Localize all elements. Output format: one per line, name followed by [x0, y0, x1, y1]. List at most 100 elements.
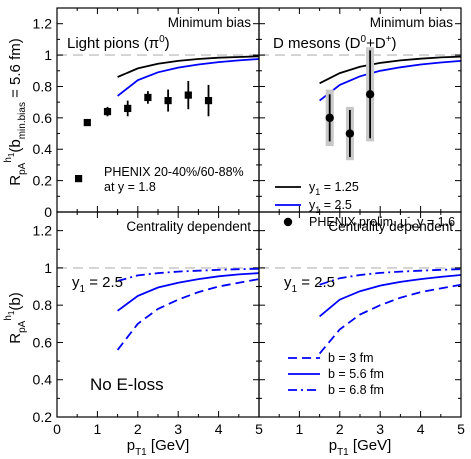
phenix-legend-line2-part: at y = 1.8 [104, 180, 156, 194]
y-axis-label-top: RpAh1(bmin.bias = 5.6 fm) [3, 38, 28, 185]
y-tick-label-part: 0.4 [33, 141, 53, 157]
series-group [318, 268, 461, 355]
legend-label: b = 3 fm [328, 351, 374, 365]
rapidity-label-part: y [284, 274, 292, 291]
y-tick-label-part: 1 [44, 47, 52, 63]
y-axis-label-bottom-part: pA [17, 320, 28, 333]
panel-title: Centrality dependent [126, 219, 251, 234]
phenix-legend-line2: at y = 1.8 [104, 180, 156, 194]
legend-label-part: y [309, 180, 316, 194]
series-line [116, 278, 259, 351]
y-tick-label-part: 0.4 [33, 372, 53, 388]
series-line [117, 58, 259, 97]
y-tick-label: 1 [44, 47, 52, 63]
legend-label-part: 1 [315, 187, 320, 197]
data-point [83, 118, 91, 127]
y-axis-label-top-part: pA [17, 162, 28, 175]
series-group [83, 55, 259, 127]
panel-title: Minimum bias [168, 15, 252, 30]
panel-title: Centrality dependent [328, 219, 453, 234]
legend-label: b = 6.8 fm [328, 383, 384, 397]
rapidity-label-part: = 2.5 [297, 274, 335, 291]
x-axis-label-part: p [127, 437, 135, 454]
legend-label-part: , y = 1.6 [410, 215, 455, 229]
x-tick-label: 1 [94, 421, 102, 437]
data-point [164, 96, 172, 105]
y-axis-label-bottom-part: R [7, 333, 24, 344]
y-axis-label-top-part: = 5.6 fm) [7, 38, 24, 102]
legend-marker-dot [283, 217, 293, 227]
x-tick-label: 4 [215, 421, 223, 437]
x-tick-label-part: 0 [53, 421, 61, 437]
y-axis-label-top-part: 1 [7, 152, 16, 157]
legend-label-part: b = 6.8 fm [328, 383, 384, 397]
legend-label: PHENIX prelim. μ-, y = 1.6 [309, 212, 455, 229]
legend-label-part: 1 [315, 205, 320, 215]
rapidity-label-part: 1 [292, 284, 298, 295]
y-tick-label: 0 [44, 204, 52, 220]
d-mesons-label-part: + [386, 34, 392, 45]
series-line [319, 274, 461, 318]
light-pions-label: Light pions (π0) [67, 34, 170, 52]
x-tick-label-part: 5 [255, 421, 263, 437]
y-tick-label: 0.2 [33, 173, 53, 189]
panel-bottom-right: 1 2 3 4 5 Centrality dependent [258, 211, 465, 437]
y-tick-label: 0.6 [33, 334, 53, 350]
light-pions-label-part: (π [144, 35, 159, 52]
data-point [144, 93, 152, 102]
panel-bottom-left: 0.2 0.4 0.6 0.8 1 1.2 0 1 2 3 4 5 Centrality depende… [33, 211, 263, 437]
y-axis-label-top-part: h [3, 157, 14, 163]
d-mesons-label-part: +D [366, 35, 386, 52]
x-tick-label-part: 4 [215, 421, 223, 437]
series-line [319, 60, 461, 102]
data-point [124, 104, 132, 113]
legend-label: y1 = 2.5 [309, 198, 352, 215]
y-axis-label-top-part: min.bias [17, 102, 28, 139]
data-point [184, 91, 192, 99]
y-tick-label-part: 0 [44, 204, 52, 220]
d-mesons-label-part: D mesons (D [273, 35, 361, 52]
y-tick-label-part: 0.2 [33, 173, 53, 189]
light-pions-label-part: 0 [159, 34, 165, 45]
x-axis-label: pT1 [GeV] [329, 437, 392, 458]
y-tick-label-part: 1.2 [33, 16, 53, 32]
annotations: Light pions (π0)PHENIX 20-40%/60-88%at y… [3, 34, 455, 458]
y-tick-label: 0.8 [33, 297, 53, 313]
series-line [319, 55, 461, 85]
plot-frame [258, 211, 462, 418]
legend-label: b = 5.6 fm [328, 367, 384, 381]
legend-label-part: b = 3 fm [328, 351, 374, 365]
light-pions-label-part: ) [165, 35, 170, 52]
x-tick-label-part: 3 [376, 421, 384, 437]
x-axis-label-part: [GeV] [147, 437, 190, 454]
panel-title: Minimum bias [370, 15, 454, 30]
y-tick-label: 1 [44, 260, 52, 276]
panel-title-part: Centrality dependent [328, 219, 453, 234]
series-line [319, 268, 461, 286]
no-eloss-label-part: No E-loss [90, 375, 164, 394]
panel-title-part: Centrality dependent [126, 219, 251, 234]
rapidity-label-part: y [72, 274, 80, 291]
x-tick-label: 3 [174, 421, 182, 437]
x-tick-label: 1 [296, 421, 304, 437]
legend-label: y1 = 1.25 [309, 180, 359, 197]
data-point [345, 129, 355, 138]
y-tick-label: 0.4 [33, 141, 53, 157]
y-axis-label-bottom: RpAh1(b) [3, 292, 28, 343]
x-tick-label-part: 3 [174, 421, 182, 437]
x-axis-label: pT1 [GeV] [127, 437, 190, 458]
x-tick-label-part: 1 [94, 421, 102, 437]
x-tick-label-part: 1 [296, 421, 304, 437]
legend-label-part: = 2.5 [320, 198, 352, 212]
x-tick-label-part: 5 [457, 421, 465, 437]
y-tick-label: 0.6 [33, 110, 53, 126]
legend-label-part: - [407, 212, 410, 222]
light-pions-label-part: Light pions [67, 35, 144, 52]
series-line [117, 272, 259, 312]
y-axis-label-bottom-part: 1 [7, 310, 16, 315]
y-tick-label-part: 0.6 [33, 110, 53, 126]
legend-label-part: = 1.25 [320, 180, 359, 194]
x-tick-label: 0 [53, 421, 61, 437]
rapidity-label: y1 = 2.5 [284, 274, 335, 295]
